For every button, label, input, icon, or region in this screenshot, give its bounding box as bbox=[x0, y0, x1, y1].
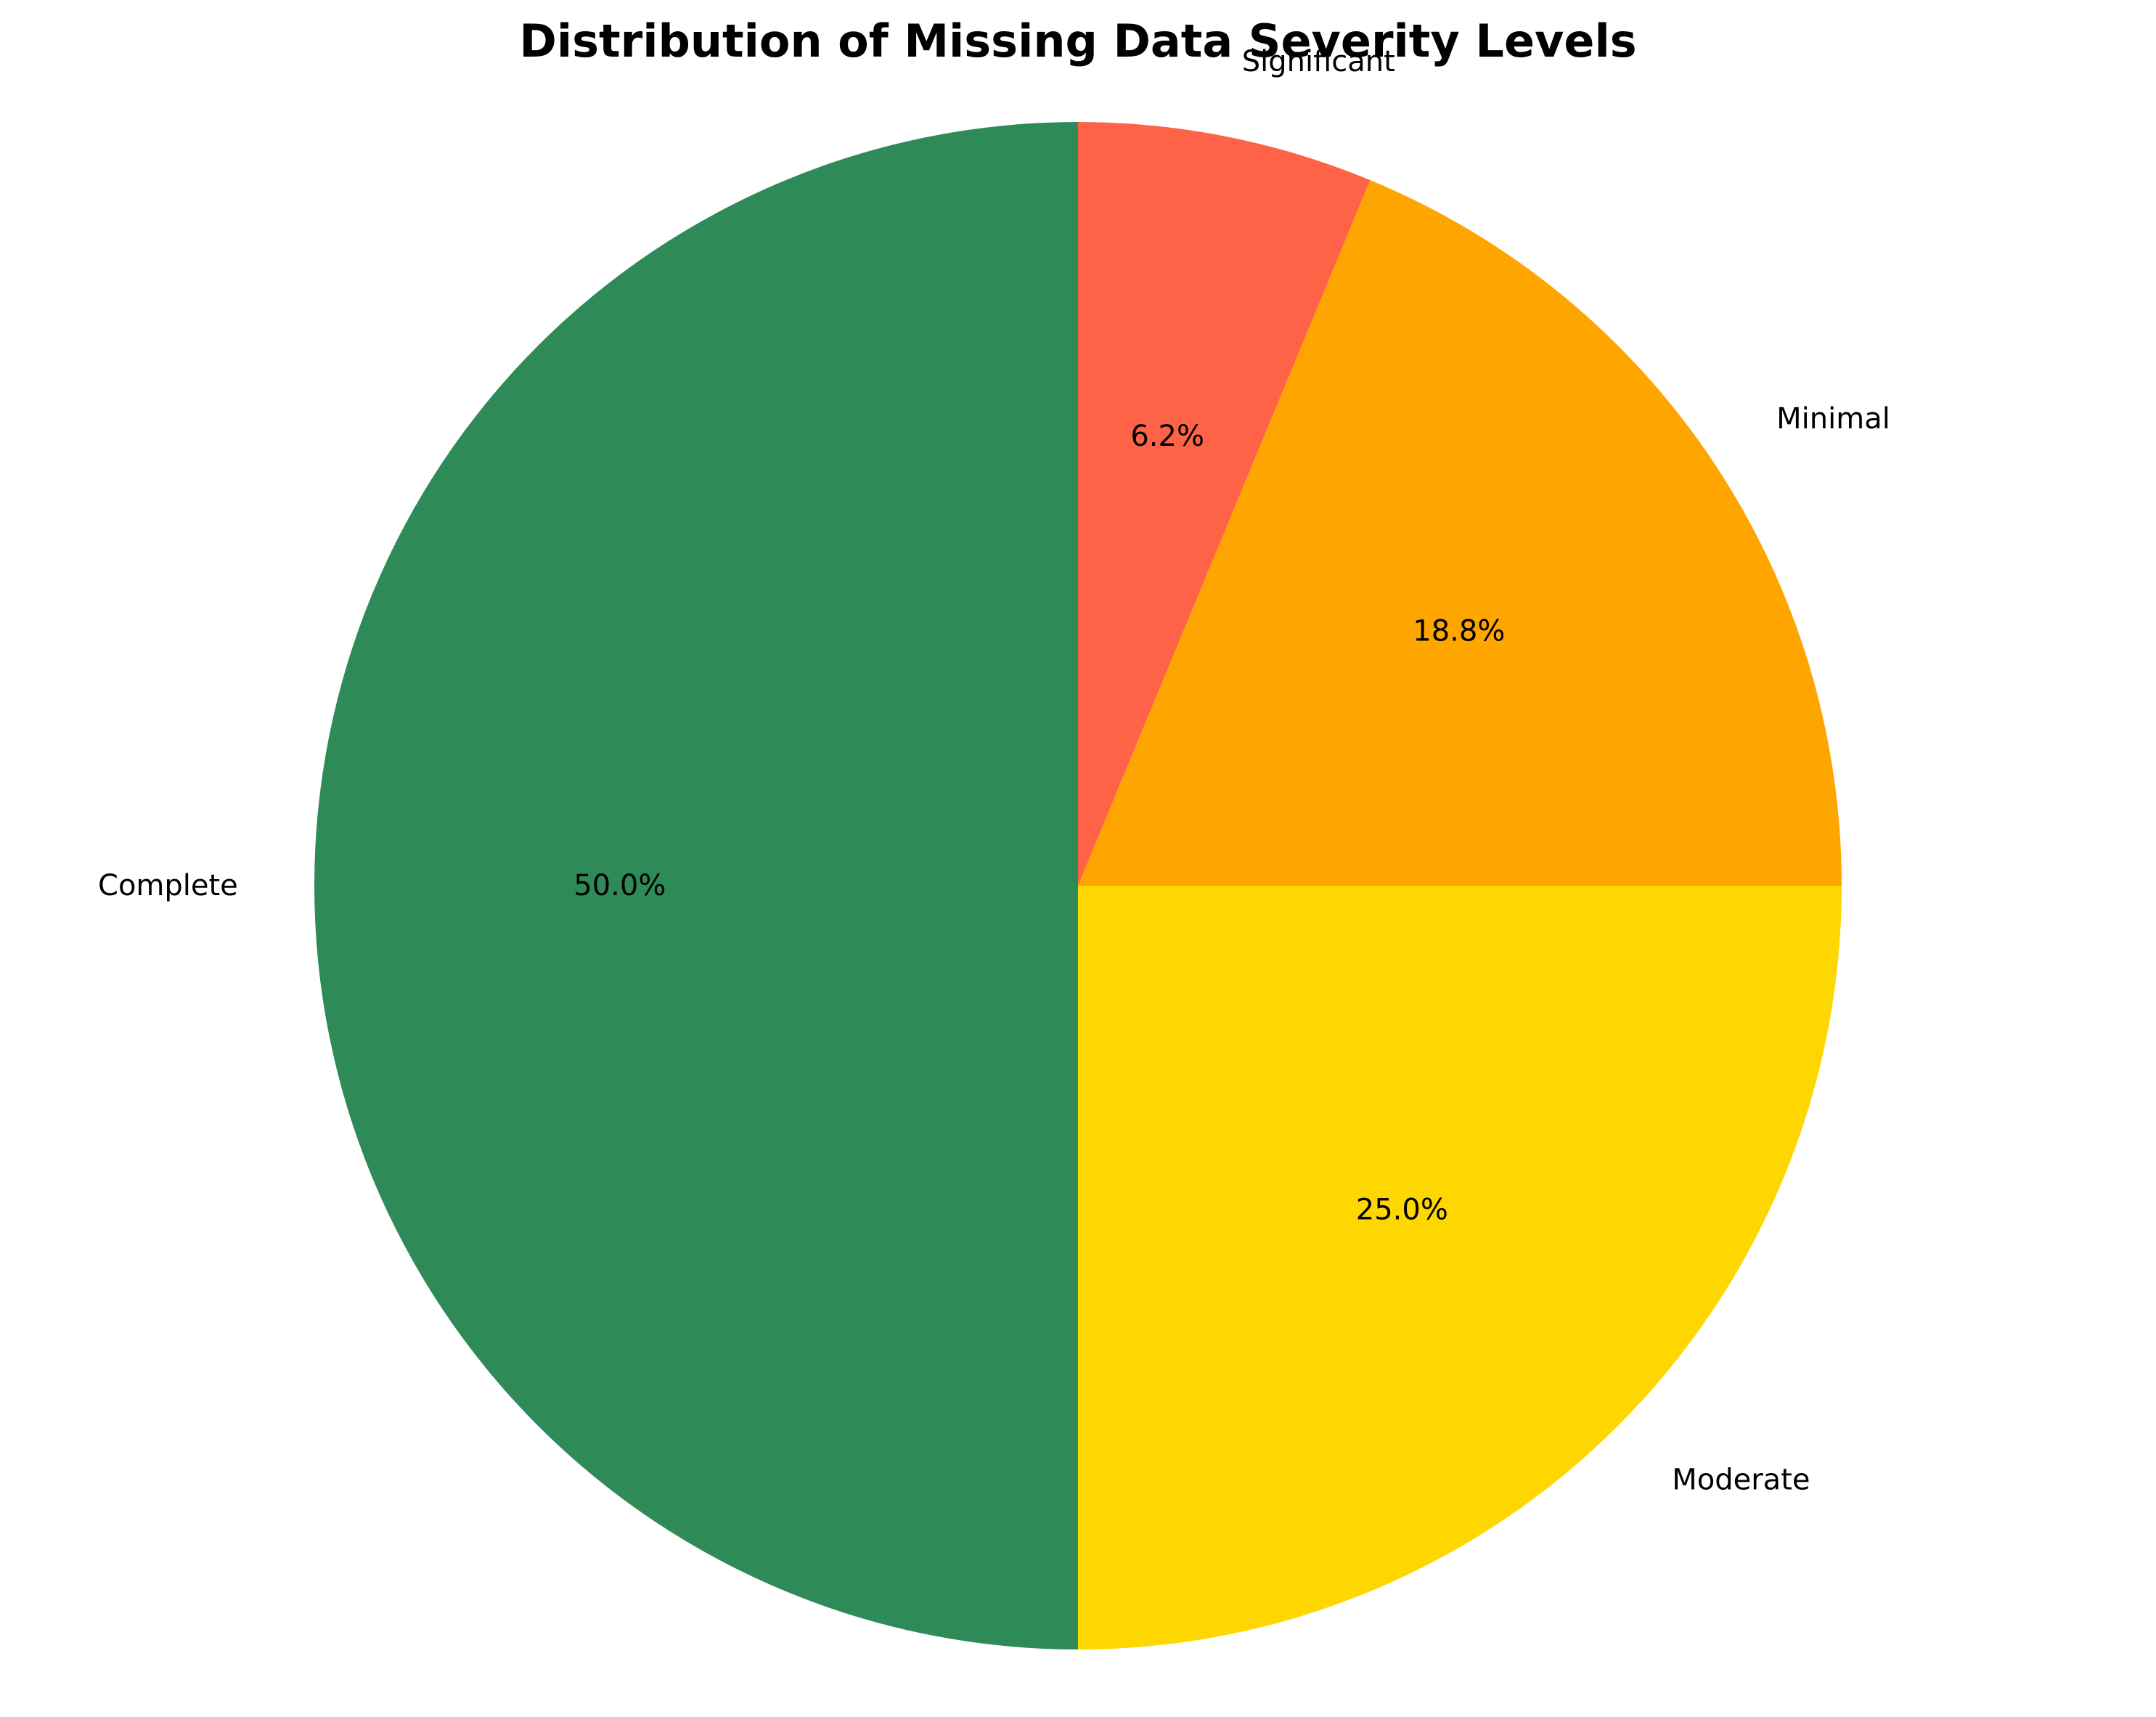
percent-label-complete: 50.0% bbox=[573, 869, 666, 902]
slice-label-complete: Complete bbox=[98, 869, 238, 902]
slice-label-significant: Significant bbox=[1242, 45, 1395, 78]
pie-slice-minimal bbox=[1078, 180, 1842, 886]
pie-slices bbox=[314, 122, 1842, 1649]
slice-label-minimal: Minimal bbox=[1776, 402, 1890, 436]
pie-slice-moderate bbox=[1078, 886, 1842, 1649]
percent-label-minimal: 18.8% bbox=[1413, 614, 1505, 648]
chart-title: Distribution of Missing Data Severity Le… bbox=[519, 15, 1636, 68]
pie-slice-complete bbox=[314, 122, 1078, 1649]
percent-label-moderate: 25.0% bbox=[1356, 1193, 1448, 1226]
pie-slice-significant bbox=[1078, 122, 1371, 886]
slice-label-moderate: Moderate bbox=[1672, 1463, 1810, 1496]
pie-labels: Significant 6.2% Minimal 18.8% Moderate 25.0%… bbox=[98, 45, 1890, 1496]
percent-label-significant: 6.2% bbox=[1130, 420, 1204, 453]
